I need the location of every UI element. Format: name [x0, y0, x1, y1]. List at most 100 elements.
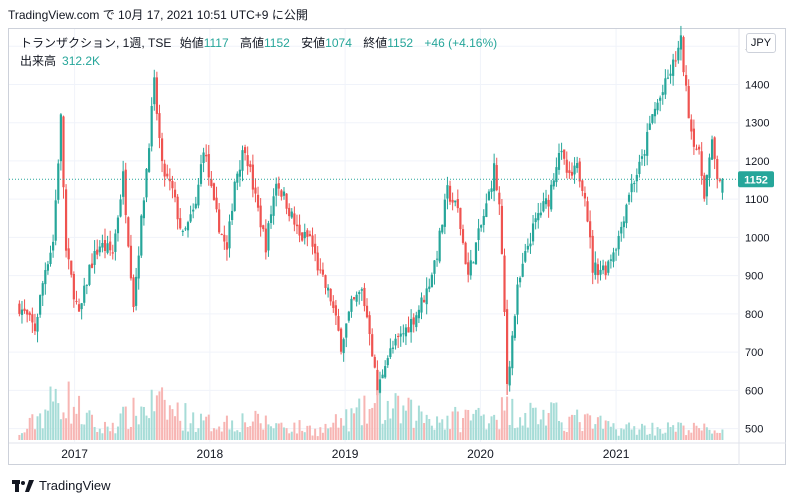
candle-body — [295, 224, 299, 227]
candle-body — [591, 235, 594, 273]
candle-body — [33, 323, 37, 332]
candle-body — [280, 190, 283, 197]
volume-bar — [161, 387, 164, 440]
volume-bar — [347, 431, 350, 440]
candle-body — [225, 242, 229, 250]
candle-body — [428, 286, 431, 289]
volume-bar — [246, 427, 249, 440]
volume-bar — [436, 416, 439, 440]
volume-bar — [236, 430, 239, 440]
volume-bar — [402, 405, 405, 440]
volume-bar — [378, 393, 381, 440]
candle-body — [651, 114, 654, 123]
volume-bar — [692, 422, 695, 440]
candle-body — [399, 333, 402, 337]
candle-body — [124, 169, 127, 216]
last-price-label: 1152 — [744, 174, 768, 186]
volume-bar — [547, 412, 550, 440]
candle-body — [666, 77, 670, 79]
candle-body — [454, 200, 457, 203]
volume-bar — [472, 413, 475, 440]
volume-legend: 出来高 312.2K — [20, 52, 100, 69]
volume-bar — [148, 418, 151, 440]
candle-body — [93, 251, 96, 265]
candle-body — [96, 249, 99, 255]
y-tick-label: 600 — [745, 385, 763, 397]
candle-body — [59, 114, 62, 162]
y-tick-label: 1300 — [745, 118, 769, 130]
currency-button[interactable]: JPY — [746, 33, 776, 53]
candle-body — [80, 303, 83, 310]
footer-brand[interactable]: TradingView — [12, 478, 111, 493]
candle-body — [288, 207, 291, 217]
candle-body — [518, 277, 522, 283]
open-value: 1117 — [203, 36, 229, 50]
candle-body — [503, 255, 506, 313]
candle-body — [262, 225, 265, 230]
candle-body — [472, 262, 475, 264]
volume-bar — [389, 418, 392, 440]
candle-body — [88, 264, 91, 285]
candle-body — [223, 234, 226, 242]
volume-bar — [568, 416, 571, 440]
candle-body — [570, 171, 574, 176]
volume-bar — [199, 413, 202, 440]
volume-bar — [116, 426, 119, 440]
symbol-label[interactable]: トランザクション, 1週, TSE — [20, 36, 172, 50]
candle-body — [617, 235, 620, 250]
candle-body — [386, 358, 389, 366]
volume-bar — [519, 417, 522, 440]
candle-body — [620, 226, 623, 234]
candle-body — [695, 148, 698, 150]
candle-body — [256, 194, 260, 208]
candle-body — [441, 224, 444, 233]
volume-bar — [529, 402, 532, 440]
candle-body — [487, 191, 491, 201]
volume-bar — [451, 411, 454, 440]
candle-body — [127, 217, 130, 247]
candle-body — [485, 203, 488, 217]
candle-body — [150, 106, 153, 147]
volume-bar — [345, 409, 348, 440]
volume-bar — [708, 429, 711, 440]
candle-body — [690, 119, 693, 132]
candle-body — [147, 148, 151, 172]
volume-bar — [20, 433, 23, 440]
publish-caption: TradingView.com で 10月 17, 2021 10:51 UTC… — [8, 8, 308, 22]
volume-bar — [711, 433, 714, 440]
candle-body — [524, 251, 527, 262]
volume-bar — [602, 428, 605, 440]
candle-body — [140, 215, 143, 256]
volume-bar — [93, 426, 96, 440]
candle-body — [290, 211, 293, 218]
candle-body — [692, 128, 695, 147]
volume-bar — [695, 425, 698, 440]
volume-bar — [511, 398, 514, 440]
volume-bar — [646, 434, 649, 440]
volume-bar — [267, 424, 270, 440]
volume-bar — [625, 424, 628, 440]
volume-bar — [648, 433, 651, 440]
candle-body — [716, 159, 719, 180]
candle-body — [477, 228, 480, 241]
candle-body — [301, 232, 304, 241]
volume-bar — [270, 426, 273, 440]
candle-body — [153, 77, 156, 105]
candle-body — [604, 265, 607, 276]
candle-body — [563, 149, 566, 159]
candle-body — [171, 181, 174, 189]
volume-bar — [454, 406, 457, 440]
volume-bar — [718, 432, 721, 440]
candle-body — [648, 123, 651, 130]
candle-body — [31, 314, 34, 323]
candle-body — [332, 301, 335, 309]
candle-body — [90, 263, 94, 268]
candle-body — [500, 205, 504, 255]
volume-bar — [202, 420, 205, 440]
volume-bar — [423, 423, 426, 440]
candle-body — [402, 333, 405, 335]
volume-bar — [485, 429, 488, 440]
chart-legend: トランザクション, 1週, TSE 始値1117 高値1152 安値1074 終… — [20, 34, 502, 51]
volume-bar — [596, 417, 599, 440]
